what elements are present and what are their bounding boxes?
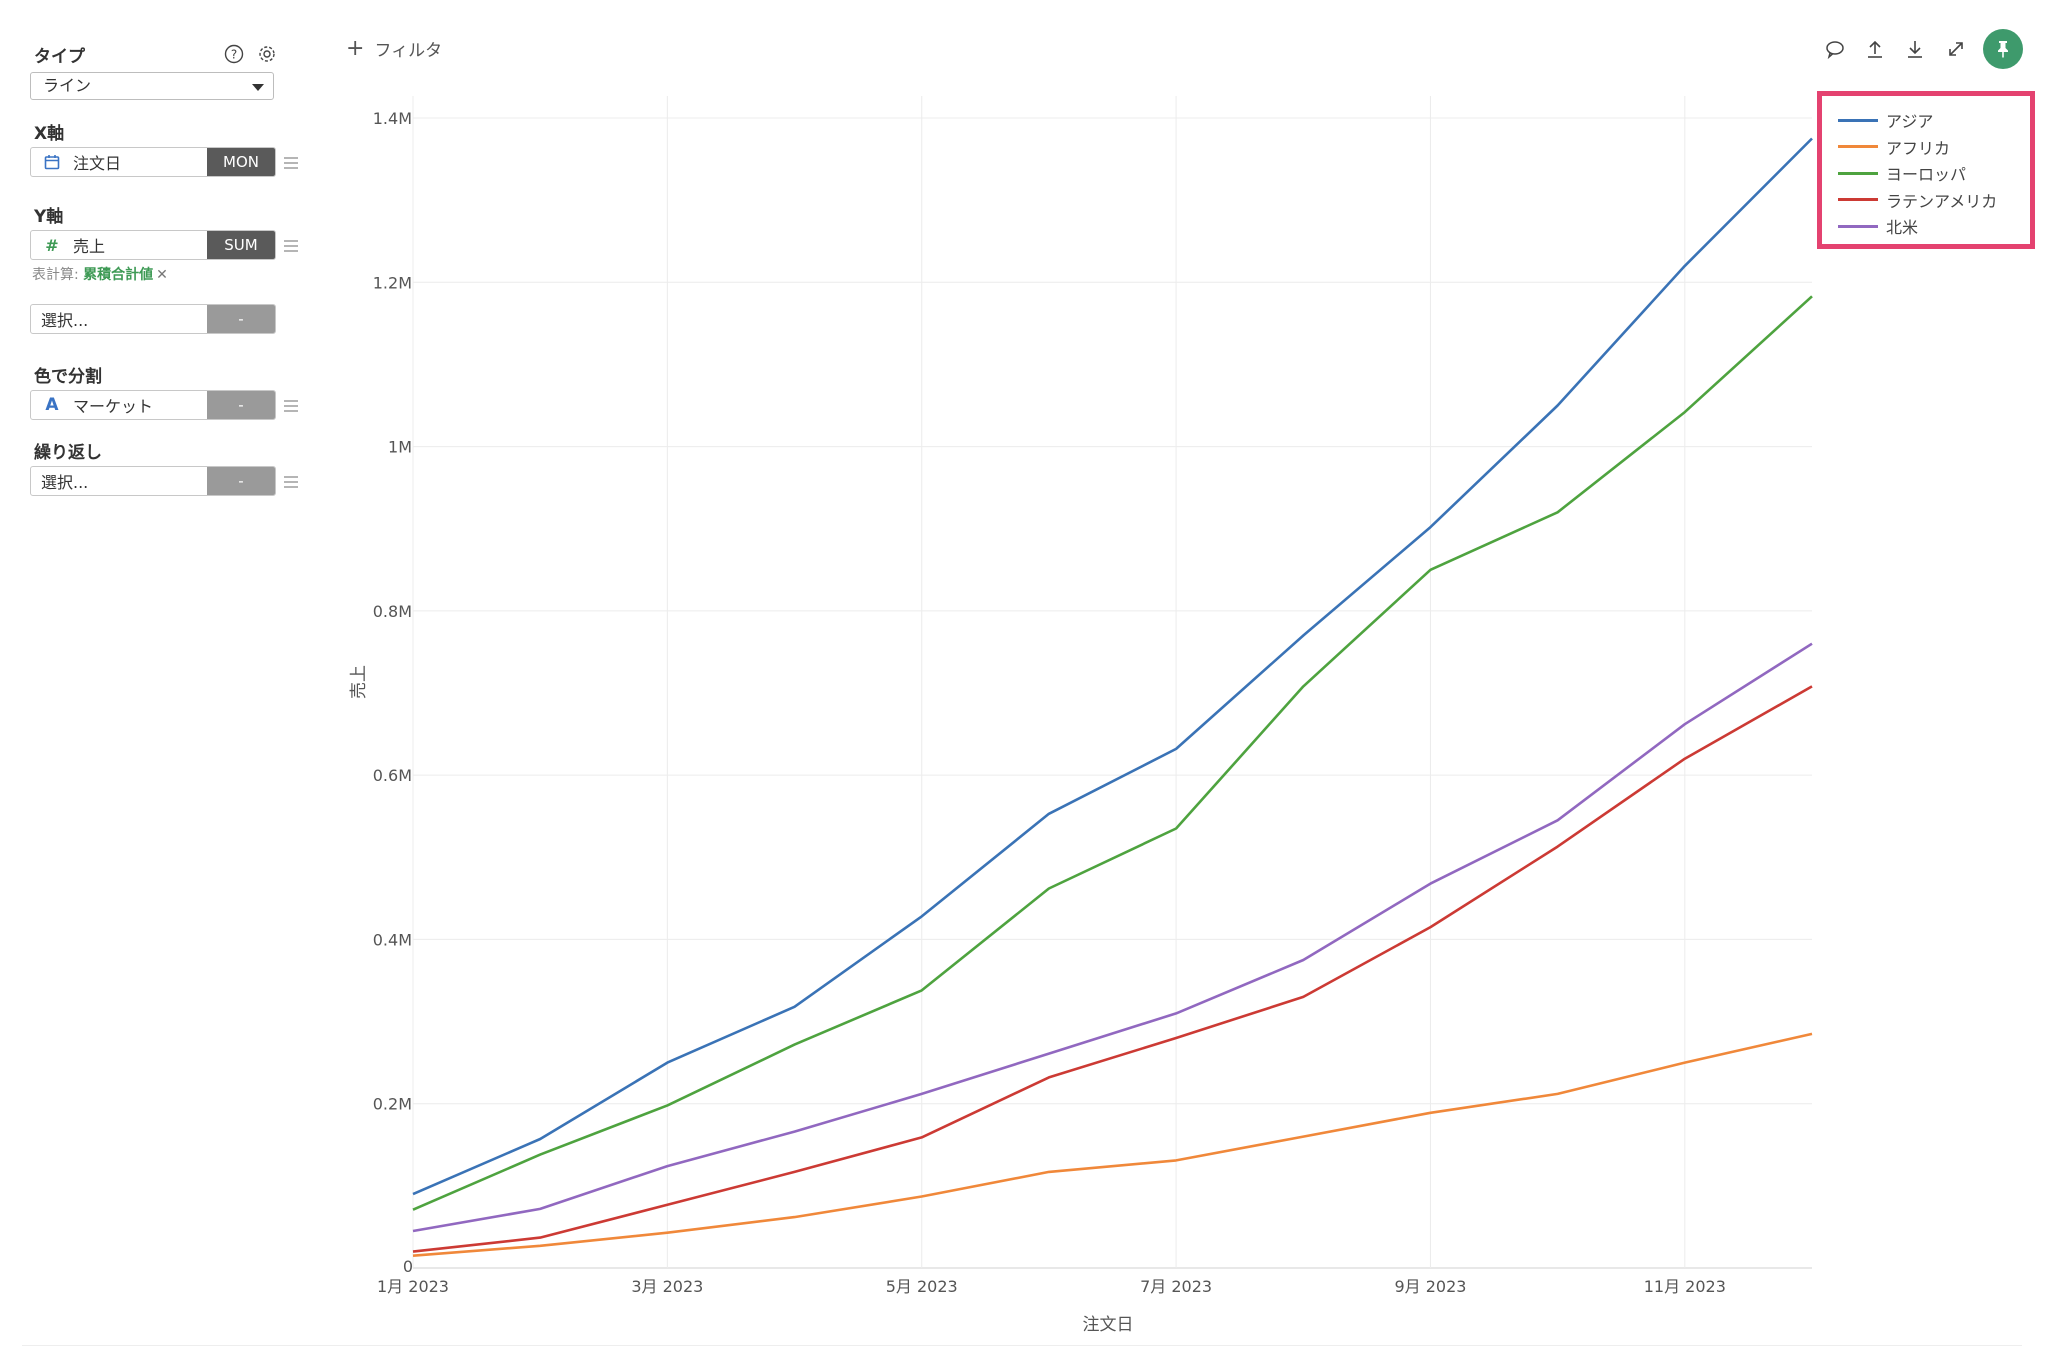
legend-swatch [1838, 118, 1878, 122]
filter-label: フィルタ [374, 41, 443, 61]
number-icon: # [45, 235, 59, 255]
remove-table-calc-icon[interactable]: ✕ [156, 267, 168, 283]
chart-type-select[interactable]: ライン [30, 72, 274, 100]
x-axis-label: X軸 [34, 124, 65, 144]
svg-text:?: ? [231, 48, 237, 62]
x-tick-label: 7月 2023 [1140, 1277, 1212, 1296]
y-axis-field[interactable]: # 売上 SUM [30, 230, 276, 260]
legend-swatch [1838, 224, 1878, 228]
x-tick-label: 3月 2023 [631, 1277, 703, 1296]
y-tick-label: 1.2M [373, 273, 412, 292]
calendar-icon [41, 154, 63, 170]
legend-swatch [1838, 145, 1878, 148]
chart-legend: アジアアフリカヨーロッパラテンアメリカ 北米 [1817, 91, 2035, 249]
series-line-アジア[interactable] [412, 137, 1813, 1196]
legend-label: アジア [1886, 112, 1934, 131]
extra-axis-field[interactable]: 選択... - [30, 304, 276, 334]
legend-item[interactable]: アフリカ [1838, 135, 1950, 159]
table-calc: 表計算: 累積合計値 ✕ [32, 264, 168, 284]
x-field-name: 注文日 [73, 154, 122, 173]
x-agg-button[interactable]: MON [207, 148, 275, 176]
x-axis-field[interactable]: 注文日 MON [30, 147, 276, 177]
series-line-ヨーロッパ[interactable] [412, 295, 1813, 1211]
legend-item[interactable]: ラテンアメリカ [1838, 188, 1997, 212]
y-tick-label: 0.4M [373, 930, 412, 949]
pin-icon [1998, 41, 2008, 58]
divider [22, 1345, 2022, 1346]
repeat-drag-handle-icon[interactable] [284, 476, 298, 488]
color-field-name: マーケット [73, 397, 154, 416]
legend-swatch [1838, 171, 1878, 175]
legend-label: 北米 [1886, 218, 1919, 237]
y-tick-label: 0.8M [373, 602, 412, 621]
repeat-agg-button[interactable]: - [207, 467, 275, 495]
y-agg-button[interactable]: SUM [207, 231, 275, 259]
plus-icon: + [346, 35, 365, 61]
legend-label: ヨーロッパ [1886, 165, 1967, 184]
upload-icon[interactable] [1862, 36, 1888, 62]
x-axis-title: 注文日 [1083, 1315, 1134, 1335]
text-type-icon: A [45, 395, 59, 415]
legend-swatch [1838, 198, 1878, 201]
comment-icon[interactable] [1822, 36, 1848, 62]
y-field-name: 売上 [73, 237, 106, 256]
add-filter-button[interactable]: + フィルタ [346, 36, 442, 61]
legend-label: ラテンアメリカ [1886, 191, 1998, 211]
expand-icon[interactable] [1943, 36, 1969, 62]
y-tick-label: 0.2M [373, 1095, 412, 1114]
color-agg-button[interactable]: - [207, 391, 275, 419]
series-line-北米[interactable] [412, 642, 1813, 1233]
chart-type-value: ライン [43, 76, 92, 95]
repeat-label: 繰り返し [34, 443, 102, 463]
x-tick-label: 11月 2023 [1644, 1277, 1726, 1296]
color-field[interactable]: A マーケット - [30, 390, 276, 420]
legend-item[interactable]: 北米 [1838, 214, 1918, 238]
y-tick-label: 0 [403, 1257, 413, 1276]
color-drag-handle-icon[interactable] [284, 400, 298, 412]
legend-item[interactable]: ヨーロッパ [1838, 161, 1966, 185]
x-tick-label: 1月 2023 [377, 1277, 449, 1296]
legend-label: アフリカ [1886, 138, 1951, 158]
y-axis-label: Y軸 [34, 207, 64, 227]
type-label: タイプ [34, 47, 85, 67]
legend-item[interactable]: アジア [1838, 108, 1933, 132]
repeat-select-placeholder: 選択... [41, 473, 89, 492]
color-split-label: 色で分割 [34, 367, 102, 387]
y-tick-label: 1M [388, 438, 412, 457]
x-tick-label: 5月 2023 [886, 1277, 958, 1296]
extra-agg-button[interactable]: - [207, 305, 275, 333]
y-tick-label: 0.6M [373, 766, 412, 785]
pin-button[interactable] [1983, 29, 2023, 69]
help-icon[interactable]: ? [223, 43, 245, 65]
extra-select-placeholder: 選択... [41, 311, 89, 330]
chart-settings-panel: タイプ ? ライン X軸 注文日 MON Y軸 # 売上 SUM 表計算: 累積… [0, 0, 320, 1348]
table-calc-value[interactable]: 累積合計値 [83, 267, 154, 283]
repeat-field[interactable]: 選択... - [30, 466, 276, 496]
x-tick-label: 9月 2023 [1394, 1277, 1466, 1296]
download-icon[interactable] [1902, 36, 1928, 62]
y-drag-handle-icon[interactable] [284, 240, 298, 252]
x-drag-handle-icon[interactable] [284, 157, 298, 169]
y-axis-title: 売上 [349, 665, 369, 699]
series-line-ラテンアメリカ[interactable] [412, 685, 1813, 1253]
y-tick-label: 1.4M [373, 109, 412, 128]
table-calc-label: 表計算: [32, 267, 79, 283]
chevron-down-icon [252, 84, 264, 91]
gear-icon[interactable] [256, 43, 278, 65]
series-line-アフリカ[interactable] [412, 1032, 1813, 1257]
